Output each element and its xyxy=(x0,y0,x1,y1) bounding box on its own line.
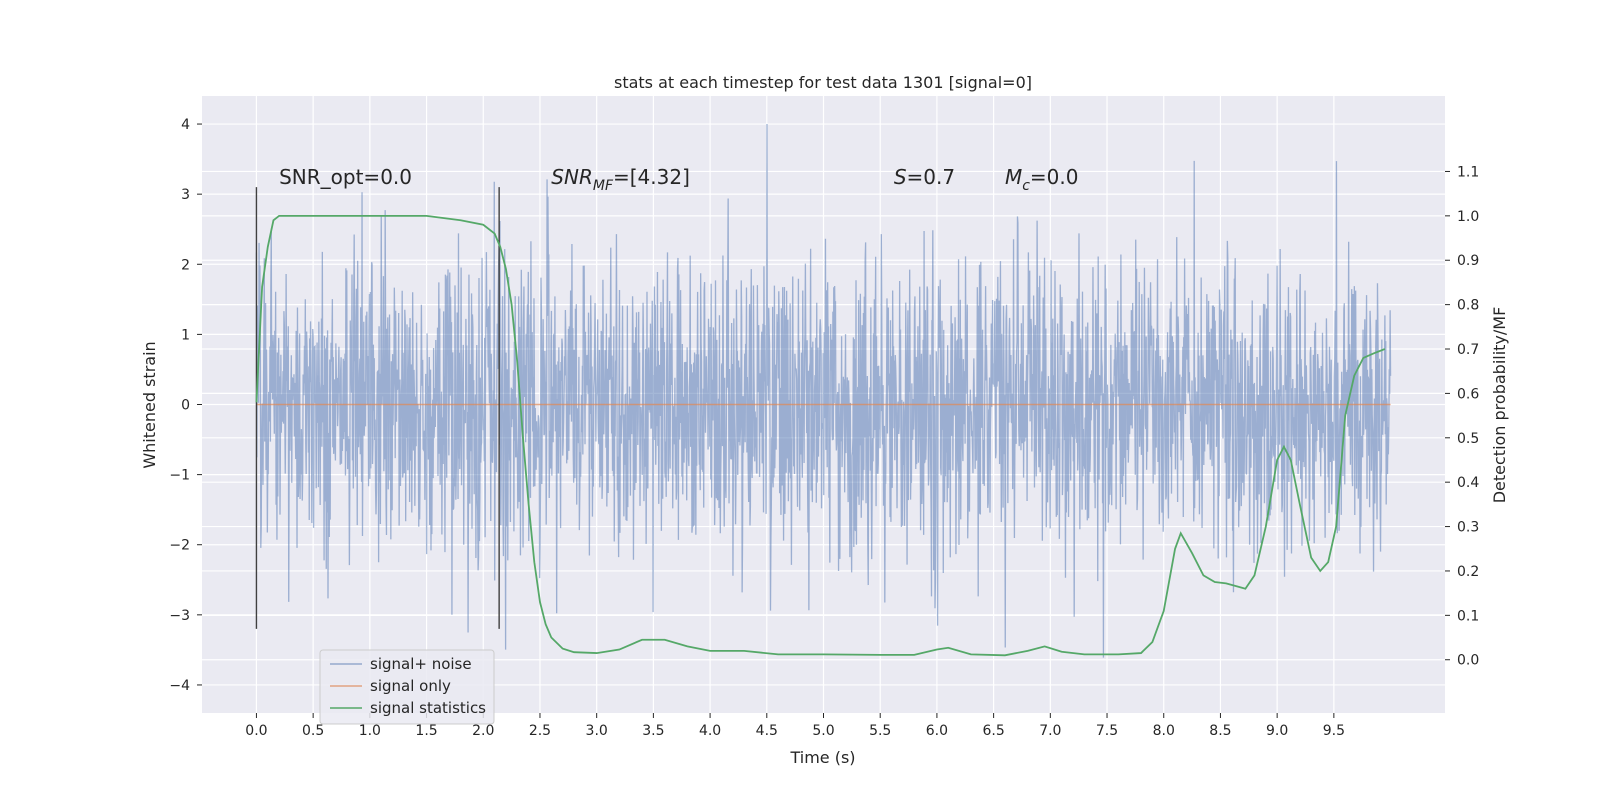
legend-box xyxy=(319,649,495,725)
x-tick-label: 5.0 xyxy=(812,723,834,739)
legend-label-signal-only: signal only xyxy=(370,677,451,695)
y-axis-ticks: −4 −3 −2 −1 0 1 2 3 4 xyxy=(169,117,202,694)
annotation-text: SNR_opt=0.0 xyxy=(279,165,412,189)
y2-tick-label: 1.0 xyxy=(1457,209,1479,225)
y2-tick-label: 0.1 xyxy=(1457,608,1479,624)
y2-axis-ticks: 0.0 0.1 0.2 0.3 0.4 0.5 0.6 0.7 0.8 0.9 1.0 1.1 xyxy=(1445,164,1479,669)
y-tick-label: 4 xyxy=(181,117,190,133)
x-tick-label: 4.5 xyxy=(756,723,778,739)
y-tick-label: −2 xyxy=(169,538,190,554)
annotation-text: S=0.7 xyxy=(894,165,955,189)
chart-title: stats at each timestep for test data 130… xyxy=(614,73,1032,92)
legend: signal+ noise signal only signal statist… xyxy=(319,649,495,725)
y2-axis-label: Detection probability/MF xyxy=(1490,307,1509,504)
vertical-markers xyxy=(255,187,500,629)
legend-label-signal-statistics: signal statistics xyxy=(370,699,486,717)
signal-noise-line xyxy=(255,124,1392,658)
annotations: SNR_opt=0.0 SNRMF=[4.32] S=0.7 Mc=0.0 xyxy=(279,165,1078,194)
x-tick-label: 0.0 xyxy=(245,723,267,739)
y-tick-label: 0 xyxy=(181,398,190,414)
x-tick-label: 9.5 xyxy=(1323,723,1345,739)
x-tick-label: 5.5 xyxy=(869,723,891,739)
x-tick-label: 2.5 xyxy=(529,723,551,739)
x-tick-label: 7.0 xyxy=(1039,723,1061,739)
y-tick-label: 3 xyxy=(181,187,190,203)
annotation-text: SNRMF=[4.32] xyxy=(551,165,690,194)
x-tick-label: 6.0 xyxy=(926,723,948,739)
x-tick-label: 7.5 xyxy=(1096,723,1118,739)
x-tick-label: 9.0 xyxy=(1266,723,1288,739)
y-tick-label: −1 xyxy=(169,468,190,484)
y2-tick-label: 0.2 xyxy=(1457,564,1479,580)
y2-tick-label: 0.7 xyxy=(1457,342,1479,358)
x-axis-label: Time (s) xyxy=(789,748,855,767)
y-tick-label: −4 xyxy=(169,678,190,694)
y2-tick-label: 1.1 xyxy=(1457,164,1479,180)
x-tick-label: 3.5 xyxy=(642,723,664,739)
x-tick-label: 3.0 xyxy=(586,723,608,739)
y-tick-label: −3 xyxy=(169,608,190,624)
y2-tick-label: 0.5 xyxy=(1457,431,1479,447)
series-signal-noise xyxy=(255,124,1392,658)
x-tick-label: 2.0 xyxy=(472,723,494,739)
y2-tick-label: 0.9 xyxy=(1457,253,1479,269)
x-tick-label: 6.5 xyxy=(982,723,1004,739)
y-axis-label: Whitened strain xyxy=(140,341,159,468)
series-signal-statistics xyxy=(255,214,1386,657)
x-tick-label: 1.0 xyxy=(359,723,381,739)
x-tick-label: 8.5 xyxy=(1209,723,1231,739)
y2-tick-label: 0.4 xyxy=(1457,475,1479,491)
y-tick-label: 2 xyxy=(181,257,190,273)
y2-tick-label: 0.8 xyxy=(1457,298,1479,314)
signal-statistics-line xyxy=(255,214,1386,657)
x-tick-label: 8.0 xyxy=(1153,723,1175,739)
x-tick-label: 0.5 xyxy=(302,723,324,739)
y2-tick-label: 0.0 xyxy=(1457,653,1479,669)
x-tick-label: 1.5 xyxy=(415,723,437,739)
x-tick-label: 4.0 xyxy=(699,723,721,739)
annotation-text: Mc=0.0 xyxy=(1005,165,1079,194)
legend-label-signal-noise: signal+ noise xyxy=(370,655,472,673)
x-axis-ticks: 0.0 0.5 1.0 1.5 2.0 2.5 3.0 3.5 4.0 4.5 5.0 5.5 6.0 6… xyxy=(245,713,1345,739)
y-tick-label: 1 xyxy=(181,327,190,343)
y2-tick-label: 0.3 xyxy=(1457,520,1479,536)
y2-tick-label: 0.6 xyxy=(1457,386,1479,402)
